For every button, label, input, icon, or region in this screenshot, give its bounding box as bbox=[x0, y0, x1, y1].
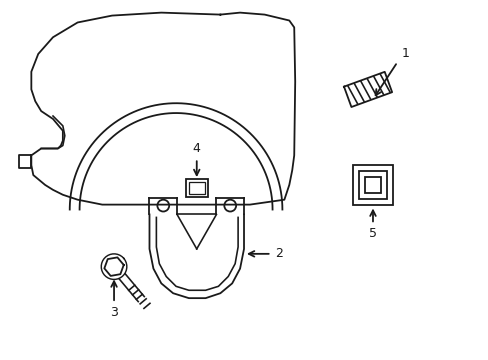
Text: 4: 4 bbox=[192, 142, 200, 155]
Polygon shape bbox=[104, 257, 123, 276]
Bar bbox=[188, 182, 204, 194]
Text: 1: 1 bbox=[401, 48, 408, 60]
Text: 5: 5 bbox=[368, 227, 376, 240]
Bar bbox=[185, 179, 207, 197]
Text: 2: 2 bbox=[275, 247, 283, 260]
Bar bbox=[352, 165, 392, 204]
Bar bbox=[359, 171, 386, 199]
Bar bbox=[365, 177, 380, 193]
Text: 3: 3 bbox=[110, 306, 118, 319]
